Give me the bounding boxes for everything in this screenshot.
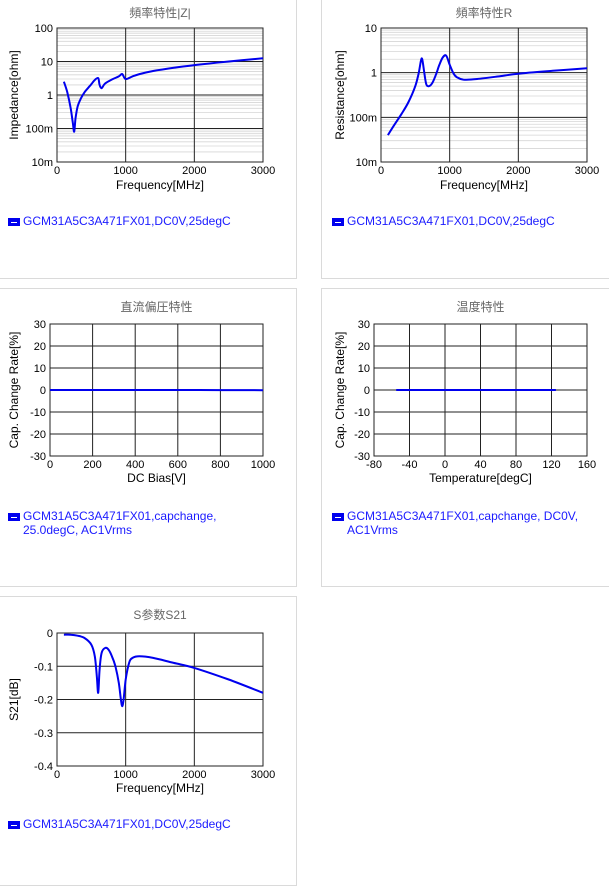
x-axis-label: Frequency[MHz] xyxy=(116,178,204,192)
y-tick-label: 10m xyxy=(32,157,53,169)
minor-grid xyxy=(57,30,263,152)
legend-temperature[interactable]: GCM31A5C3A471FX01,capchange, DC0V, AC1Vr… xyxy=(332,509,578,537)
y-tick-label: 0 xyxy=(364,385,370,397)
chart-title: 頻率特性R xyxy=(456,5,513,20)
x-tick-label: 0 xyxy=(378,165,384,177)
x-tick-label: 120 xyxy=(542,459,560,471)
legend-label: GCM31A5C3A471FX01,capchange, 25.0degC, A… xyxy=(23,509,216,537)
x-tick-label: 200 xyxy=(83,459,101,471)
legend-swatch-icon xyxy=(332,218,344,226)
x-tick-label: 2000 xyxy=(506,165,530,177)
legend-swatch-icon xyxy=(8,821,20,829)
legend-swatch-icon xyxy=(8,218,20,226)
y-tick-label: 1 xyxy=(371,68,377,80)
series-line xyxy=(388,55,587,135)
legend-impedance[interactable]: GCM31A5C3A471FX01,DC0V,25degC xyxy=(8,214,231,228)
x-tick-label: 80 xyxy=(510,459,522,471)
y-tick-label: 100m xyxy=(25,124,53,136)
y-tick-label: -0.1 xyxy=(34,661,53,673)
chart-title: 直流偏圧特性 xyxy=(120,299,192,314)
legend-resistance[interactable]: GCM31A5C3A471FX01,DC0V,25degC xyxy=(332,214,555,228)
y-tick-label: -20 xyxy=(354,429,370,441)
x-axis-label: Frequency[MHz] xyxy=(116,781,204,795)
y-tick-label: 20 xyxy=(358,341,370,353)
chart-svg-s21: S参数S21 0 1000 2000 3000 -0.4 -0.3 -0.2 -0.1 0 Freq… xyxy=(0,597,298,807)
chart-panel-resistance: 頻率特性R 0 1000 2000 3000 10m 100m 1 10 Frequency[MH… xyxy=(321,0,609,279)
y-tick-label: 10 xyxy=(365,23,377,35)
x-axis-label: Frequency[MHz] xyxy=(440,178,528,192)
y-tick-label: 100m xyxy=(349,112,377,124)
y-tick-label: 10 xyxy=(358,363,370,375)
y-tick-label: 10m xyxy=(356,157,377,169)
y-tick-label: -20 xyxy=(30,429,46,441)
chart-panel-dc-bias: 直流偏圧特性 0 200 400 600 800 1000 -30 -20 -10 0 10 20 30 D… xyxy=(0,288,297,587)
chart-title: 温度特性 xyxy=(456,299,504,314)
x-tick-label: 2000 xyxy=(182,165,206,177)
legend-swatch-icon xyxy=(8,513,20,521)
chart-svg-impedance: 頻率特性|Z| 0 1000 2000 3000 10m 100m 1 10 100 Frequen… xyxy=(0,0,298,200)
y-tick-label: -10 xyxy=(354,407,370,419)
y-tick-label: -0.3 xyxy=(34,728,53,740)
y-tick-label: 1 xyxy=(47,90,53,102)
x-tick-label: 0 xyxy=(442,459,448,471)
x-tick-label: 3000 xyxy=(251,769,275,781)
y-tick-label: 0 xyxy=(47,628,53,640)
x-tick-label: 40 xyxy=(474,459,486,471)
x-tick-label: 0 xyxy=(54,165,60,177)
minor-grid xyxy=(381,30,587,149)
major-grid xyxy=(57,633,263,766)
legend-label: GCM31A5C3A471FX01,capchange, DC0V, AC1Vr… xyxy=(347,509,578,537)
chart-title: 頻率特性|Z| xyxy=(129,5,191,20)
y-axis-label: Impedance[ohm] xyxy=(7,50,21,139)
y-tick-label: 0 xyxy=(40,385,46,397)
chart-title: S参数S21 xyxy=(133,607,187,622)
x-tick-label: 600 xyxy=(169,459,187,471)
x-tick-label: 1000 xyxy=(113,165,137,177)
legend-label: GCM31A5C3A471FX01,DC0V,25degC xyxy=(347,214,555,228)
y-tick-label: 30 xyxy=(358,319,370,331)
legend-dc-bias[interactable]: GCM31A5C3A471FX01,capchange, 25.0degC, A… xyxy=(8,509,216,537)
y-tick-label: 20 xyxy=(34,341,46,353)
legend-label: GCM31A5C3A471FX01,DC0V,25degC xyxy=(23,214,231,228)
x-tick-label: 160 xyxy=(578,459,596,471)
legend-s21[interactable]: GCM31A5C3A471FX01,DC0V,25degC xyxy=(8,817,231,831)
y-tick-label: 100 xyxy=(35,23,53,35)
series-line xyxy=(64,635,263,707)
y-tick-label: -10 xyxy=(30,407,46,419)
x-axis-label: DC Bias[V] xyxy=(127,471,186,485)
x-tick-label: 3000 xyxy=(251,165,275,177)
x-tick-label: -40 xyxy=(402,459,418,471)
x-tick-label: 1000 xyxy=(113,769,137,781)
x-tick-label: 0 xyxy=(47,459,53,471)
chart-panel-impedance: 頻率特性|Z| 0 1000 2000 3000 10m 100m 1 10 100 Frequen… xyxy=(0,0,297,279)
y-tick-label: -30 xyxy=(30,451,46,463)
x-tick-label: 400 xyxy=(126,459,144,471)
y-tick-label: -0.2 xyxy=(34,695,53,707)
x-tick-label: 0 xyxy=(54,769,60,781)
x-tick-label: 2000 xyxy=(182,769,206,781)
x-axis-label: Temperature[degC] xyxy=(429,471,532,485)
y-tick-label: -30 xyxy=(354,451,370,463)
chart-svg-dc-bias: 直流偏圧特性 0 200 400 600 800 1000 -30 -20 -10 0 10 20 30 D… xyxy=(0,289,298,494)
y-axis-label: Cap. Change Rate[%] xyxy=(7,332,21,449)
y-tick-label: 10 xyxy=(41,57,53,69)
legend-label: GCM31A5C3A471FX01,DC0V,25degC xyxy=(23,817,231,831)
x-tick-label: 800 xyxy=(211,459,229,471)
legend-swatch-icon xyxy=(332,513,344,521)
y-tick-label: 10 xyxy=(34,363,46,375)
x-tick-label: 3000 xyxy=(575,165,599,177)
x-tick-label: 1000 xyxy=(437,165,461,177)
chart-svg-resistance: 頻率特性R 0 1000 2000 3000 10m 100m 1 10 Frequency[MH… xyxy=(322,0,609,200)
y-axis-label: Resistance[ohm] xyxy=(333,50,347,139)
y-axis-label: Cap. Change Rate[%] xyxy=(333,332,347,449)
chart-panel-s21: S参数S21 0 1000 2000 3000 -0.4 -0.3 -0.2 -0.1 0 Freq… xyxy=(0,596,297,886)
x-tick-label: 1000 xyxy=(251,459,275,471)
y-tick-label: 30 xyxy=(34,319,46,331)
y-axis-label: S21[dB] xyxy=(7,678,21,721)
y-tick-label: -0.4 xyxy=(34,761,53,773)
